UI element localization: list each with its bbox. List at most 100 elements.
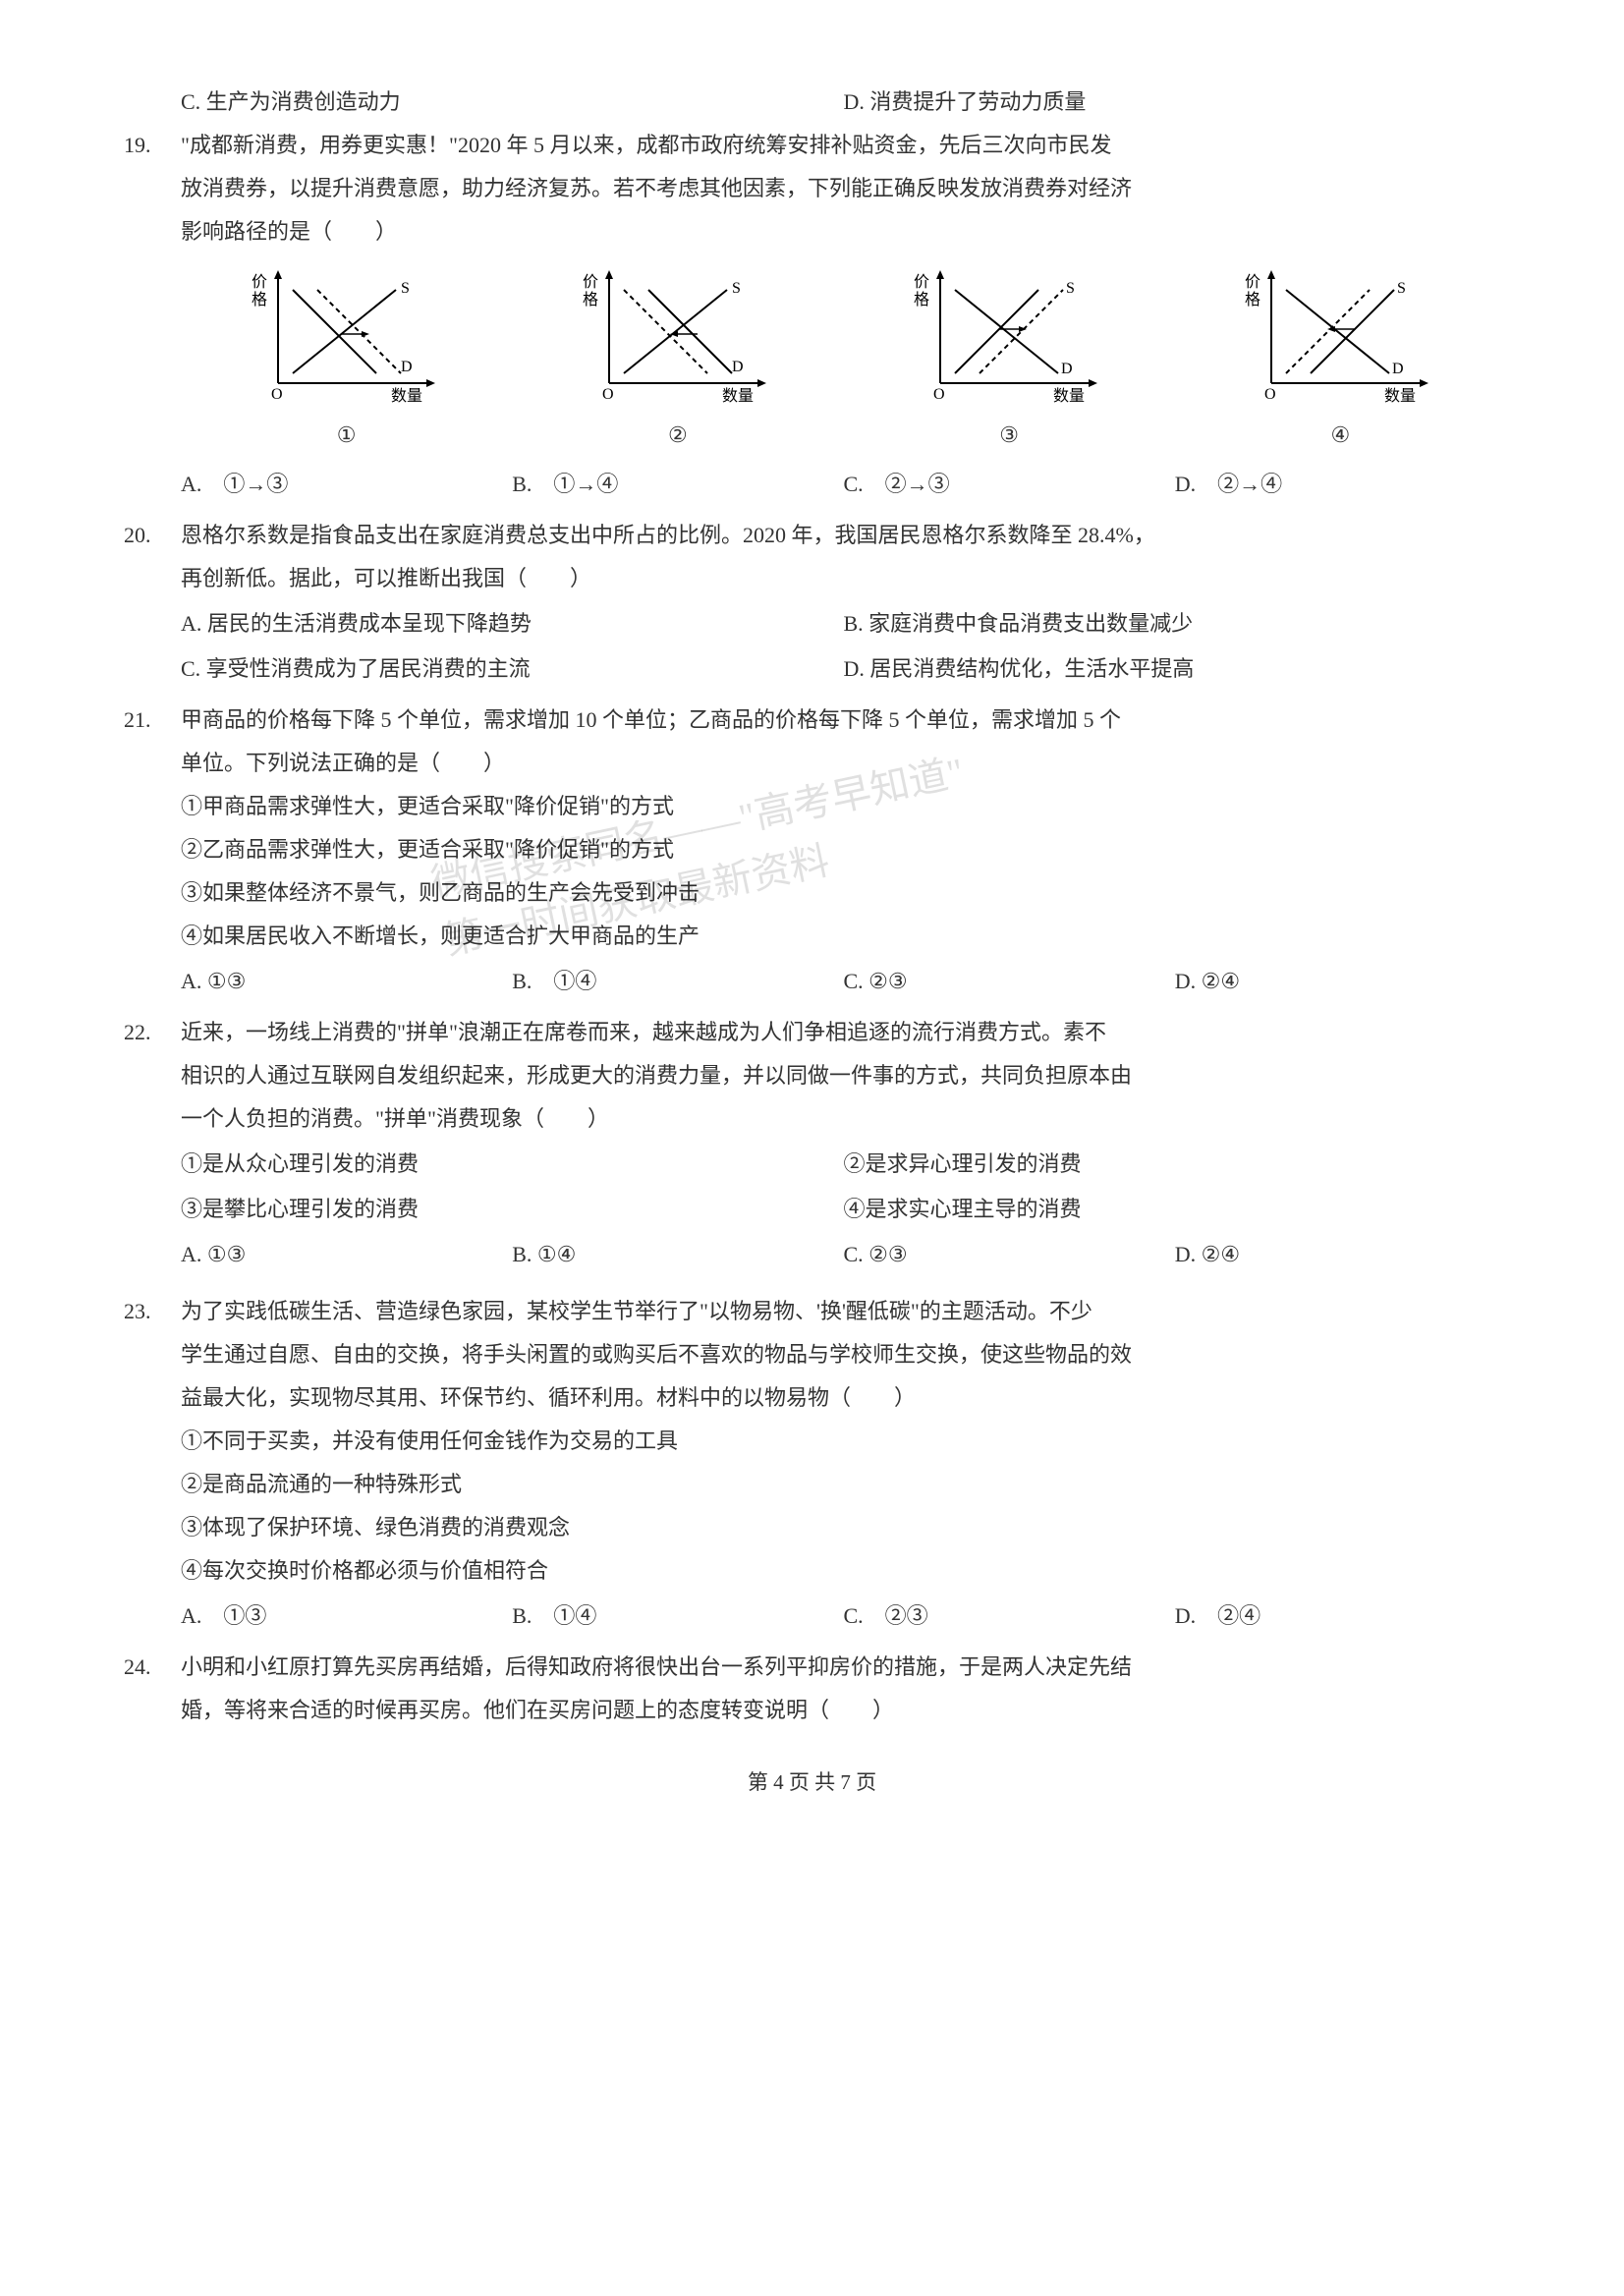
- q22-choice-d: D. ②④: [1175, 1233, 1506, 1276]
- svg-text:S: S: [732, 280, 741, 297]
- q21-s1: ①甲商品需求弹性大，更适合采取"降价促销"的方式: [118, 785, 1506, 828]
- q23-choice-d: D. ②④: [1175, 1595, 1506, 1638]
- chart-labels: ① ② ③ ④: [118, 414, 1506, 457]
- chart-panel-1: 价 格 O 数量 S D: [244, 265, 450, 408]
- q20-choice-d: D. 居民消费结构优化，生活水平提高: [844, 647, 1507, 691]
- q23: 23. 为了实践低碳生活、营造绿色家园，某校学生节举行了"以物易物、'换'醒低碳…: [118, 1290, 1506, 1638]
- q23-choice-a: A. ①③: [181, 1595, 512, 1638]
- q22-s1: ①是从众心理引发的消费: [181, 1143, 844, 1186]
- q24-text1: 小明和小红原打算先买房再结婚，后得知政府将很快出台一系列平抑房价的措施，于是两人…: [181, 1646, 1506, 1689]
- chart-svg-2: 价 格 O 数量 S D: [575, 265, 781, 408]
- q19-text1: "成都新消费，用券更实惠！"2020 年 5 月以来，成都市政府统筹安排补贴资金…: [181, 124, 1506, 167]
- q22: 22. 近来，一场线上消费的"拼单"浪潮正在席卷而来，越来越成为人们争相追逐的流…: [118, 1011, 1506, 1276]
- svg-text:D: D: [401, 359, 413, 375]
- svg-text:S: S: [1397, 280, 1406, 297]
- svg-text:价: 价: [583, 274, 598, 291]
- q23-s1: ①不同于买卖，并没有使用任何金钱作为交易的工具: [118, 1420, 1506, 1463]
- q22-s3: ③是攀比心理引发的消费: [181, 1188, 844, 1231]
- q21-text1: 甲商品的价格每下降 5 个单位，需求增加 10 个单位；乙商品的价格每下降 5 …: [181, 699, 1506, 742]
- q21-s2: ②乙商品需求弹性大，更适合采取"降价促销"的方式: [118, 828, 1506, 871]
- chart-label-4: ④: [1237, 414, 1443, 457]
- q19-number: 19.: [118, 124, 181, 167]
- q21-choice-c: C. ②③: [844, 960, 1175, 1003]
- chart-panel-2: 价 格 O 数量 S D: [575, 265, 781, 408]
- q23-s4: ④每次交换时价格都必须与价值相符合: [118, 1549, 1506, 1593]
- q19-charts: 价 格 O 数量 S D: [118, 265, 1506, 408]
- q19-choice-a: A. ①→③: [181, 463, 512, 506]
- svg-text:格: 格: [1245, 291, 1260, 308]
- q22-number: 22.: [118, 1011, 181, 1054]
- q23-choices: A. ①③ B. ①④ C. ②③ D. ②④: [118, 1595, 1506, 1638]
- q21-number: 21.: [118, 699, 181, 742]
- svg-text:D: D: [732, 359, 744, 375]
- svg-text:数量: 数量: [391, 387, 422, 405]
- svg-text:数量: 数量: [1384, 387, 1416, 405]
- q23-text1: 为了实践低碳生活、营造绿色家园，某校学生节举行了"以物易物、'换'醒低碳"的主题…: [181, 1290, 1506, 1333]
- q20: 20. 恩格尔系数是指食品支出在家庭消费总支出中所占的比例。2020 年，我国居…: [118, 514, 1506, 691]
- q20-text2: 再创新低。据此，可以推断出我国（ ）: [118, 557, 1506, 600]
- q18-choice-d: D. 消费提升了劳动力质量: [844, 81, 1507, 124]
- chart-panel-4: 价 格 O 数量 S D: [1237, 265, 1443, 408]
- svg-text:格: 格: [583, 291, 598, 308]
- q20-choice-a: A. 居民的生活消费成本呈现下降趋势: [181, 602, 844, 645]
- q22-choices: A. ①③ B. ①④ C. ②③ D. ②④: [118, 1233, 1506, 1276]
- q19-choices: A. ①→③ B. ①→④ C. ②→③ D. ②→④: [118, 463, 1506, 506]
- svg-text:D: D: [1061, 361, 1073, 377]
- svg-text:数量: 数量: [1053, 387, 1085, 405]
- q21-choice-d: D. ②④: [1175, 960, 1506, 1003]
- q23-choice-b: B. ①④: [512, 1595, 843, 1638]
- chart-svg-3: 价 格 O 数量 S D: [906, 265, 1112, 408]
- svg-text:O: O: [933, 386, 945, 403]
- svg-text:格: 格: [914, 291, 929, 308]
- q22-text1: 近来，一场线上消费的"拼单"浪潮正在席卷而来，越来越成为人们争相追逐的流行消费方…: [181, 1011, 1506, 1054]
- q19-choice-d: D. ②→④: [1175, 463, 1506, 506]
- q22-text2: 相识的人通过互联网自发组织起来，形成更大的消费力量，并以同做一件事的方式，共同负…: [118, 1054, 1506, 1097]
- q23-text3: 益最大化，实现物尽其用、环保节约、循环利用。材料中的以物易物（ ）: [118, 1376, 1506, 1420]
- q22-choice-a: A. ①③: [181, 1233, 512, 1276]
- q23-s2: ②是商品流通的一种特殊形式: [118, 1463, 1506, 1506]
- chart-label-2: ②: [575, 414, 781, 457]
- q23-s3: ③体现了保护环境、绿色消费的消费观念: [118, 1506, 1506, 1549]
- q20-choice-b: B. 家庭消费中食品消费支出数量减少: [844, 602, 1507, 645]
- svg-text:D: D: [1392, 361, 1404, 377]
- q20-number: 20.: [118, 514, 181, 557]
- svg-text:S: S: [401, 280, 410, 297]
- q23-choice-c: C. ②③: [844, 1595, 1175, 1638]
- chart-svg-4: 价 格 O 数量 S D: [1237, 265, 1443, 408]
- q24-number: 24.: [118, 1646, 181, 1689]
- page-footer: 第 4 页 共 7 页: [118, 1762, 1506, 1803]
- q19-choice-c: C. ②→③: [844, 463, 1175, 506]
- q22-s2: ②是求异心理引发的消费: [844, 1143, 1507, 1186]
- q19: 19. "成都新消费，用券更实惠！"2020 年 5 月以来，成都市政府统筹安排…: [118, 124, 1506, 506]
- q20-choices-ab: A. 居民的生活消费成本呈现下降趋势 B. 家庭消费中食品消费支出数量减少: [118, 602, 1506, 645]
- q22-text3: 一个人负担的消费。"拼单"消费现象（ ）: [118, 1097, 1506, 1141]
- svg-text:价: 价: [1245, 274, 1260, 291]
- q19-text3: 影响路径的是（ ）: [118, 210, 1506, 253]
- q18-choice-c: C. 生产为消费创造动力: [181, 81, 844, 124]
- q21-text2: 单位。下列说法正确的是（ ）: [118, 742, 1506, 785]
- chart-svg-1: 价 格 O 数量 S D: [244, 265, 450, 408]
- q21-s4: ④如果居民收入不断增长，则更适合扩大甲商品的生产: [118, 915, 1506, 958]
- q20-choices-cd: C. 享受性消费成为了居民消费的主流 D. 居民消费结构优化，生活水平提高: [118, 647, 1506, 691]
- svg-text:价: 价: [914, 274, 929, 291]
- q22-sub-12: ①是从众心理引发的消费 ②是求异心理引发的消费: [118, 1143, 1506, 1186]
- q21-choices: A. ①③ B. ①④ C. ②③ D. ②④: [118, 960, 1506, 1003]
- q21-s3: ③如果整体经济不景气，则乙商品的生产会先受到冲击: [118, 871, 1506, 915]
- q22-choice-c: C. ②③: [844, 1233, 1175, 1276]
- svg-text:O: O: [271, 386, 283, 403]
- q23-number: 23.: [118, 1290, 181, 1333]
- q18-choices-cd: C. 生产为消费创造动力 D. 消费提升了劳动力质量: [118, 81, 1506, 124]
- q23-text2: 学生通过自愿、自由的交换，将手头闲置的或购买后不喜欢的物品与学校师生交换，使这些…: [118, 1333, 1506, 1376]
- q22-sub-34: ③是攀比心理引发的消费 ④是求实心理主导的消费: [118, 1188, 1506, 1231]
- svg-text:数量: 数量: [722, 387, 754, 405]
- q19-text2: 放消费券，以提升消费意愿，助力经济复苏。若不考虑其他因素，下列能正确反映发放消费…: [118, 167, 1506, 210]
- chart-panel-3: 价 格 O 数量 S D: [906, 265, 1112, 408]
- q21: 21. 甲商品的价格每下降 5 个单位，需求增加 10 个单位；乙商品的价格每下…: [118, 699, 1506, 1003]
- svg-text:S: S: [1066, 280, 1075, 297]
- svg-text:O: O: [602, 386, 614, 403]
- svg-text:O: O: [1264, 386, 1276, 403]
- q19-choice-b: B. ①→④: [512, 463, 843, 506]
- q20-text1: 恩格尔系数是指食品支出在家庭消费总支出中所占的比例。2020 年，我国居民恩格尔…: [181, 514, 1506, 557]
- q22-choice-b: B. ①④: [512, 1233, 843, 1276]
- q21-choice-b: B. ①④: [512, 960, 843, 1003]
